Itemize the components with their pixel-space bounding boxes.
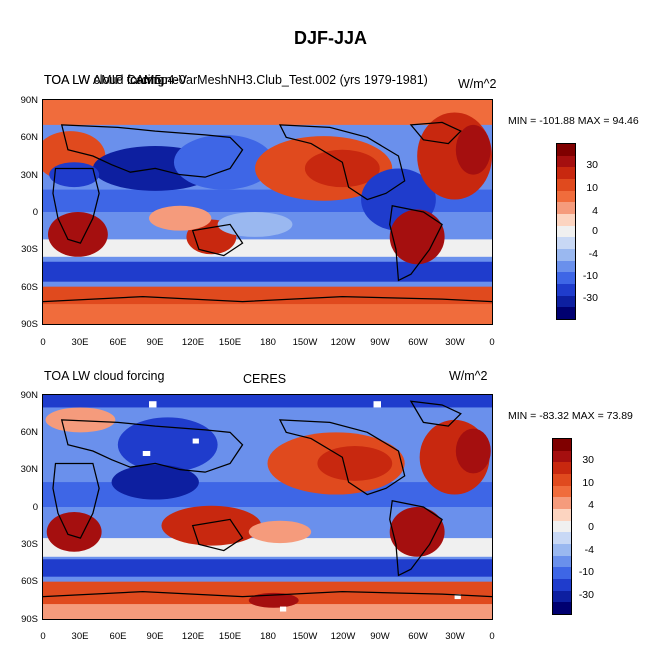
panel2-lon-tick: 0	[40, 631, 46, 642]
panel2-colorbar-label: 4	[588, 499, 594, 511]
panel2-lon-tick: 150E	[218, 631, 242, 642]
colorbar-swatch	[557, 167, 575, 179]
panel2-lon-tick: 60E	[109, 631, 127, 642]
panel1-colorbar	[556, 143, 576, 320]
panel1-colorbar-label: 4	[592, 205, 598, 217]
panel1-center-title: camnp4-VarMeshNH3.Club_Test.002 (yrs 197…	[130, 73, 428, 87]
colorbar-swatch	[557, 272, 575, 284]
colorbar-swatch	[553, 520, 571, 533]
panel1-lon-tick: 30E	[71, 337, 89, 348]
colorbar-swatch	[557, 155, 575, 168]
panel2-colorbar-label: 10	[582, 477, 594, 489]
panel2-units: W/m^2	[449, 369, 488, 383]
panel1-lat-tick: 30S	[21, 244, 38, 255]
panel1-lon-tick: 0	[489, 337, 495, 348]
colorbar-swatch	[557, 248, 575, 261]
panel2-lat-tick: 30S	[21, 539, 38, 550]
colorbar-swatch	[553, 555, 571, 568]
panel2-lat-tick: 30N	[20, 464, 38, 475]
panel2-colorbar-label: -10	[578, 566, 594, 578]
panel1-lon-tick: 30W	[445, 337, 465, 348]
panel1-lon-tick: 120W	[330, 337, 356, 348]
panel2-lon-tick: 150W	[292, 631, 318, 642]
panel2-min-max: MIN = -83.32 MAX = 73.89	[508, 410, 633, 422]
panel2-lat-tick: 0	[32, 502, 38, 513]
colorbar-swatch	[553, 578, 571, 591]
panel1-lat-tick: 60S	[21, 282, 38, 293]
panel2-center-title: CERES	[243, 372, 287, 386]
panel1-lon-tick: 180	[260, 337, 276, 348]
panel2-lon-tick: 30E	[71, 631, 89, 642]
panel2-lon-tick: 120E	[181, 631, 205, 642]
panel2-lon-tick: 180	[260, 631, 276, 642]
panel1-lat-tick: 30N	[20, 170, 38, 181]
colorbar-swatch	[557, 178, 575, 191]
panel1-colorbar-label: 0	[592, 225, 598, 237]
panel2-lat-tick: 60N	[20, 427, 38, 438]
panel1-lon-tick: 150E	[218, 337, 242, 348]
panel1-lat-tick: 0	[32, 207, 38, 218]
panel1-map	[42, 99, 493, 325]
colorbar-swatch	[553, 439, 571, 451]
panel1-lon-tick: 150W	[292, 337, 318, 348]
panel1-lon-tick: 0	[40, 337, 46, 348]
panel2-colorbar-label: 0	[588, 521, 594, 533]
panel2-colorbar	[552, 438, 572, 615]
panel2-lon-tick: 90W	[370, 631, 390, 642]
panel1-lat-tick: 90S	[21, 319, 38, 330]
colorbar-swatch	[557, 283, 575, 296]
colorbar-swatch	[553, 450, 571, 463]
panel1-colorbar-label: 30	[586, 159, 598, 171]
panel1-lon-tick: 90E	[146, 337, 164, 348]
colorbar-swatch	[557, 237, 575, 249]
colorbar-swatch	[557, 295, 575, 308]
panel1-lon-tick: 60E	[109, 337, 127, 348]
panel2-lon-tick: 60W	[408, 631, 428, 642]
panel2-lat-tick: 60S	[21, 576, 38, 587]
panel2-left-title: TOA LW cloud forcing	[44, 369, 165, 383]
panel1-overlap-title: TOA LW AMIP CAM5 ne0	[44, 73, 186, 87]
colorbar-swatch	[557, 202, 575, 214]
colorbar-swatch	[553, 543, 571, 556]
panel2-lon-tick: 90E	[146, 631, 164, 642]
colorbar-swatch	[553, 590, 571, 603]
panel1-lon-tick: 90W	[370, 337, 390, 348]
colorbar-swatch	[553, 567, 571, 579]
panel2-colorbar-label: -4	[584, 544, 594, 556]
colorbar-swatch	[553, 497, 571, 509]
panel2-lon-tick: 30W	[445, 631, 465, 642]
colorbar-swatch	[557, 307, 575, 319]
colorbar-swatch	[557, 144, 575, 156]
panel2-lat-tick: 90N	[20, 390, 38, 401]
colorbar-swatch	[557, 213, 575, 226]
panel1-colorbar-label: -10	[582, 270, 598, 282]
panel1-lon-tick: 120E	[181, 337, 205, 348]
colorbar-swatch	[553, 473, 571, 486]
panel2-colorbar-label: -30	[578, 589, 594, 601]
panel1-min-max: MIN = -101.88 MAX = 94.46	[508, 115, 639, 127]
panel2-map	[42, 394, 493, 620]
panel1-lat-tick: 60N	[20, 132, 38, 143]
panel1-units: W/m^2	[458, 77, 497, 91]
panel1-colorbar-label: 10	[586, 182, 598, 194]
panel1-lat-tick: 90N	[20, 95, 38, 106]
colorbar-swatch	[553, 532, 571, 544]
colorbar-swatch	[553, 462, 571, 474]
colorbar-swatch	[553, 602, 571, 614]
colorbar-swatch	[557, 190, 575, 203]
panel2-lon-tick: 0	[489, 631, 495, 642]
panel1-colorbar-label: -4	[588, 248, 598, 260]
colorbar-swatch	[553, 485, 571, 498]
panel1-colorbar-label: -30	[582, 292, 598, 304]
panel1-lon-tick: 60W	[408, 337, 428, 348]
colorbar-swatch	[553, 508, 571, 521]
colorbar-swatch	[557, 260, 575, 273]
colorbar-swatch	[557, 225, 575, 238]
main-title: DJF-JJA	[293, 28, 368, 48]
panel2-colorbar-label: 30	[582, 454, 594, 466]
panel1-left-title: TOA LW cloud forcing	[44, 73, 165, 87]
panel2-lon-tick: 120W	[330, 631, 356, 642]
panel2-lat-tick: 90S	[21, 614, 38, 625]
